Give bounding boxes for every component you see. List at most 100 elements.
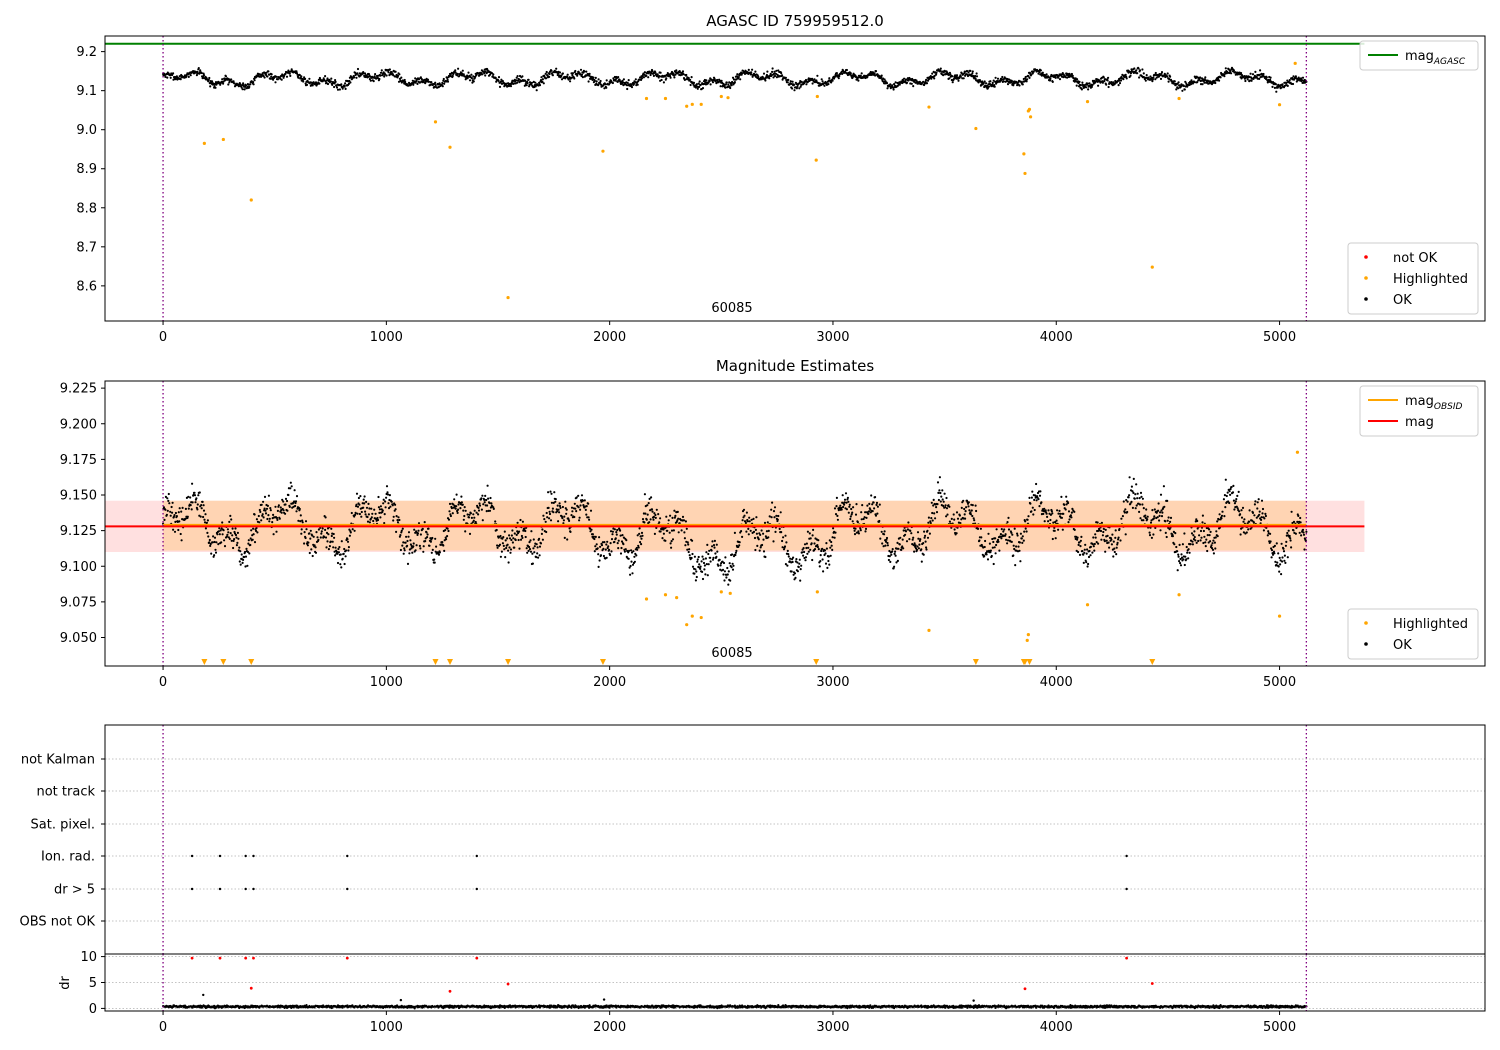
agasc-highlighted-point: [1022, 152, 1026, 156]
agasc-highlighted-point: [1293, 61, 1297, 65]
estimates-xtick-label: 4000: [1040, 675, 1073, 690]
agasc-highlighted-point: [1027, 107, 1032, 111]
estimates-highlighted-point: [1277, 614, 1282, 618]
agasc-legend-label: not OK: [1393, 251, 1438, 266]
magnitude-estimates-panel: Magnitude Estimates 0 1000 2000 3000 4000 500…: [60, 357, 1486, 690]
estimates-highlighted-point: [675, 596, 679, 600]
estimates-legend-label-text: OK: [1393, 638, 1412, 653]
agasc-highlighted-point: [719, 94, 723, 99]
agasc-highlighted-point: [1150, 265, 1154, 269]
dr-red-point: [244, 956, 248, 960]
dr-xtick-label: 2000: [593, 1020, 626, 1035]
estimates-out-of-range-marker: [813, 659, 820, 665]
estimates-highlighted-point: [927, 628, 931, 632]
dr-red-point: [249, 986, 253, 990]
agasc-highlighted-point: [249, 198, 253, 202]
estimates-highlighted-point: [690, 614, 694, 618]
estimates-axes-frame: [104, 380, 1486, 667]
estimates-highlighted-point: [1026, 633, 1030, 637]
agasc-highlighted-point: [506, 295, 510, 300]
dr-red-point: [252, 956, 255, 960]
agasc-ok-points: [162, 66, 1308, 93]
estimates-out-of-range-marker: [1026, 659, 1033, 665]
estimates-highlighted-point: [1295, 450, 1300, 454]
flags-category-label: Ion. rad.: [41, 850, 95, 865]
estimates-ytick-label: 9.125: [60, 524, 97, 539]
agasc-ytick-label: 8.6: [76, 279, 97, 294]
estimates-legend-label-subscript: OBSID: [1434, 402, 1463, 412]
dr-black-point: [972, 999, 975, 1002]
estimates-legend-label: Highlighted: [1393, 617, 1468, 632]
flags-point: [1125, 854, 1128, 858]
agasc-highlighted-point: [1028, 115, 1033, 119]
dr-red-point: [218, 956, 222, 960]
agasc-xtick-label: 1000: [370, 330, 403, 345]
agasc-legend-dot-swatch: [1364, 297, 1368, 301]
estimates-xtick-label: 3000: [816, 675, 849, 690]
dr-red-point: [448, 989, 452, 993]
agasc-highlighted-point: [685, 104, 689, 108]
flags-point: [346, 887, 349, 891]
agasc-legend-label: OK: [1393, 293, 1412, 308]
agasc-highlighted-point: [815, 94, 819, 99]
estimates-ytick-label: 9.225: [60, 382, 97, 397]
dr-xtick-label: 4000: [1040, 1020, 1073, 1035]
agasc-xtick-label: 0: [159, 330, 167, 345]
agasc-highlighted-point: [927, 105, 931, 109]
estimates-out-of-range-marker: [599, 659, 606, 665]
agasc-highlighted-point: [448, 145, 452, 149]
estimates-xtick-label: 0: [159, 675, 167, 690]
estimates-xtick-label: 1000: [370, 675, 403, 690]
flags-category-label: dr > 5: [54, 883, 95, 898]
dr-xtick-label: 5000: [1263, 1020, 1296, 1035]
flags-category-label: Sat. pixel.: [31, 818, 95, 833]
flags-point: [244, 887, 247, 891]
agasc-highlighted-point: [663, 96, 668, 101]
estimates-highlighted-point: [1025, 638, 1029, 642]
agasc-ytick-label: 9.1: [76, 84, 97, 99]
estimates-legend-dot-swatch: [1364, 642, 1368, 646]
agasc-legend-frame: [1347, 242, 1479, 315]
agasc-highlighted-point: [1085, 99, 1090, 104]
agasc-highlighted-point: [814, 158, 818, 162]
estimates-highlighted-point: [728, 591, 732, 595]
dr-black-point: [202, 993, 205, 997]
flags-point: [475, 854, 478, 858]
flags-point: [1125, 887, 1128, 891]
estimates-legend-label-text: mag: [1405, 415, 1434, 430]
agasc-highlighted-point: [690, 102, 694, 106]
estimates-out-of-range-marker: [248, 659, 255, 665]
magnitude-estimates-plot-area: 0 1000 2000 3000 4000 5000 9.050 9.075 9.100 9.12…: [60, 380, 1486, 690]
agasc-highlighted-point: [202, 141, 206, 145]
dr-ytick-label: 5: [89, 976, 97, 991]
flags-point: [252, 887, 255, 891]
agasc-highlighted-point: [644, 96, 649, 101]
estimates-out-of-range-marker: [1022, 659, 1028, 665]
dr-red-point: [1125, 956, 1129, 960]
agasc-highlighted-point: [601, 149, 605, 153]
dr-red-point: [345, 956, 349, 960]
estimates-ytick-label: 9.050: [60, 631, 97, 646]
estimates-highlighted-point: [699, 615, 703, 620]
agasc-legend-label-text: mag: [1405, 49, 1434, 64]
dr-red-point: [1150, 982, 1154, 985]
dr-red-point: [506, 982, 510, 986]
estimates-legend-label: OK: [1393, 638, 1412, 653]
estimates-highlighted-point: [644, 597, 649, 601]
flags-point: [475, 887, 478, 891]
dr-plot-area: 0 1000 2000 3000 4000 5000 0 5 10: [80, 950, 1486, 1035]
agasc-xtick-label: 5000: [1263, 330, 1296, 345]
agasc-highlighted-point: [974, 126, 978, 131]
estimates-out-of-range-marker: [220, 659, 227, 665]
estimates-ytick-label: 9.100: [60, 560, 97, 575]
agasc-legend-bottom: not OK Highlighted OK: [1347, 242, 1479, 315]
dr-red-point: [1023, 987, 1027, 991]
dr-black-point: [399, 998, 403, 1002]
flags-category-label: OBS not OK: [20, 915, 96, 930]
flags-plot-area: OBS not OK dr > 5 Ion. rad. Sat. pixel. not …: [20, 724, 1486, 955]
agasc-highlighted-point: [1177, 96, 1181, 101]
agasc-axes-frame: [104, 35, 1486, 322]
dr-red-point: [190, 956, 194, 960]
dr-xtick-label: 1000: [370, 1020, 403, 1035]
